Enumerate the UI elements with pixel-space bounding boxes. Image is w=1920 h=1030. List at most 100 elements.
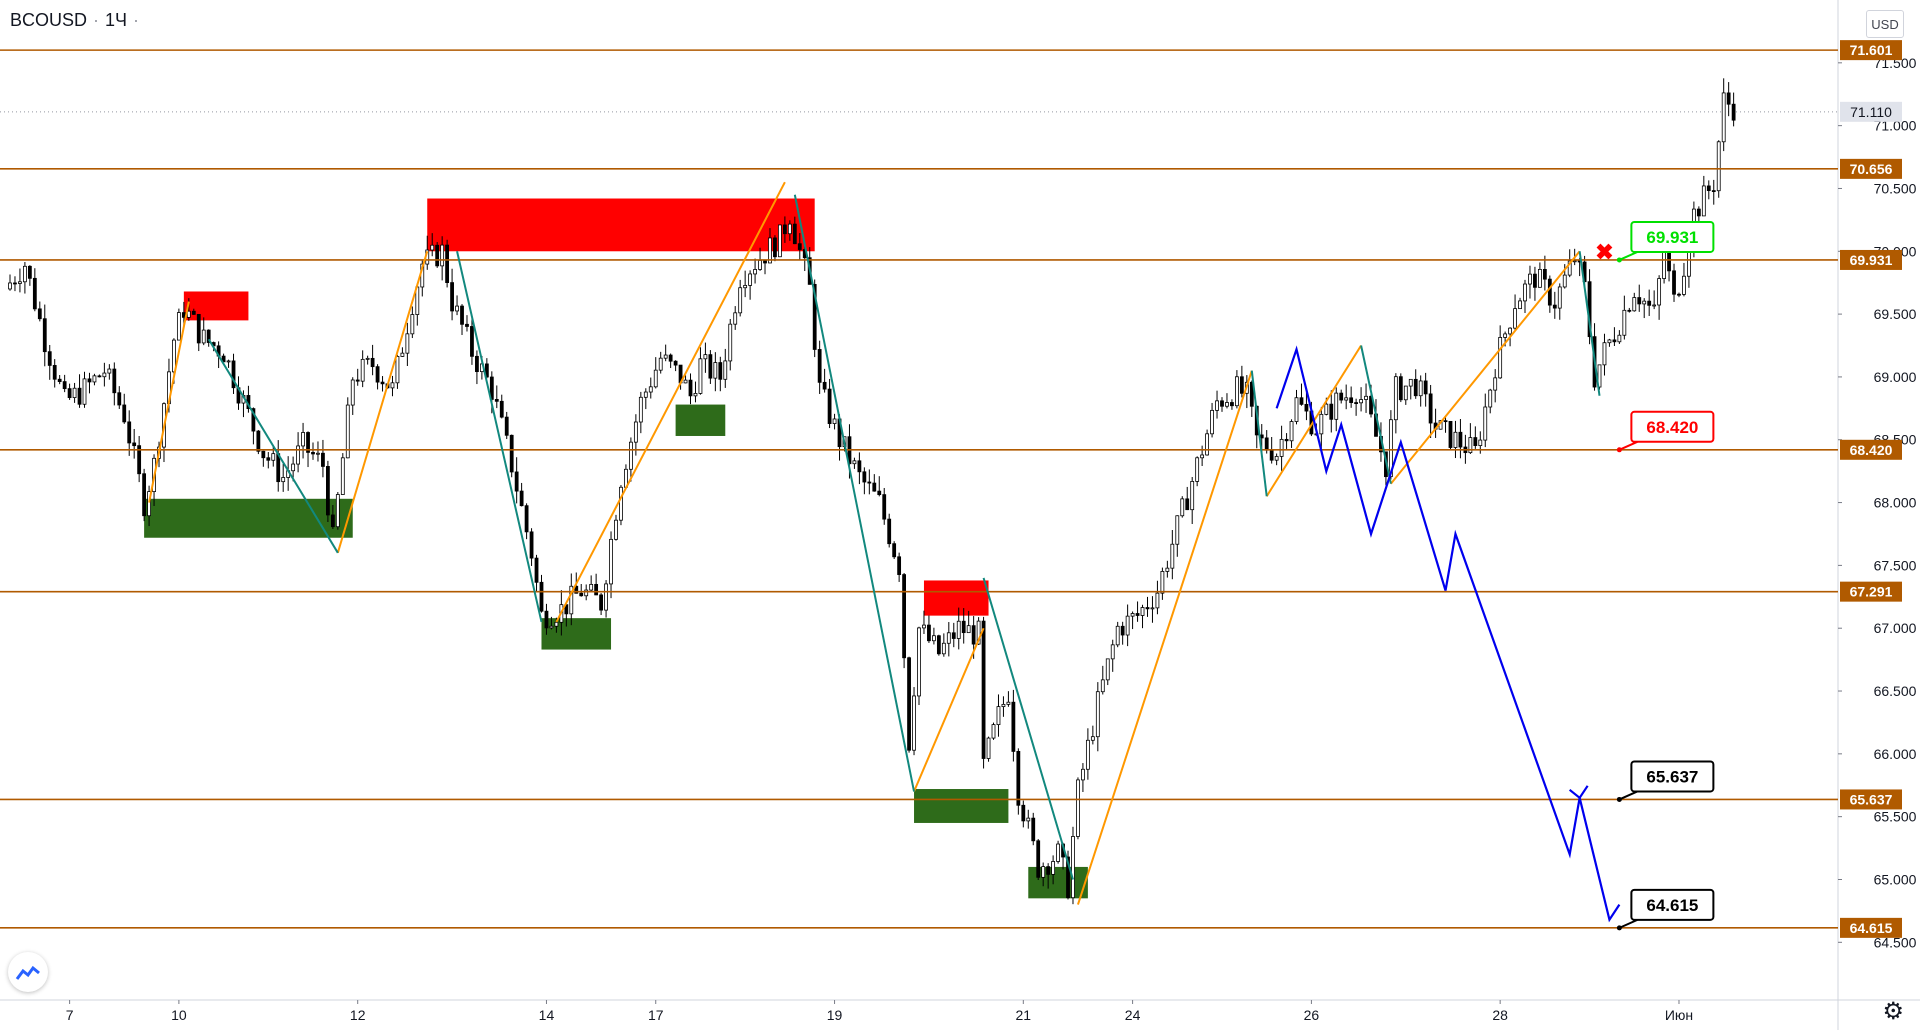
y-tick-label: 65.500 <box>1874 809 1917 825</box>
candle-body <box>1418 380 1423 397</box>
candle-body <box>1110 644 1115 660</box>
candle-body <box>986 737 991 759</box>
candle-body <box>1602 342 1607 366</box>
candle-body <box>57 378 62 382</box>
candle-body <box>1647 300 1652 306</box>
candle-body <box>281 477 286 483</box>
candle-body <box>887 518 892 545</box>
candle-body <box>1344 397 1349 401</box>
candle-body <box>1632 297 1637 312</box>
candle-body <box>1557 286 1562 309</box>
candle-body <box>206 329 211 343</box>
candle-body <box>191 310 196 315</box>
candle-body <box>852 460 857 465</box>
candle-body <box>1388 419 1393 478</box>
candle-body <box>430 244 435 251</box>
last-price-label: 71.110 <box>1850 104 1892 120</box>
candle-body <box>579 592 584 597</box>
candle-body <box>360 358 365 382</box>
candle-body <box>1006 701 1011 705</box>
candles-group <box>8 78 1736 905</box>
dots-icon[interactable]: · <box>133 10 140 30</box>
forecast-path <box>1275 345 1621 923</box>
candle-body <box>97 375 102 378</box>
candle-body <box>554 621 559 627</box>
candle-body <box>1170 543 1175 569</box>
wave-up-line <box>148 301 190 503</box>
x-tick-label: 21 <box>1016 1007 1032 1023</box>
candle-body <box>1453 431 1458 448</box>
candle-body <box>62 381 67 390</box>
tradingview-cloud-icon[interactable] <box>8 952 48 992</box>
wave-down-line <box>1578 251 1601 396</box>
y-tick-label: 69.500 <box>1874 306 1917 322</box>
candle-body <box>584 589 589 597</box>
candle-body <box>375 366 380 383</box>
candle-body <box>450 282 454 312</box>
candle-body <box>1468 437 1473 454</box>
candle-body <box>1210 409 1214 435</box>
candle-body <box>13 282 17 285</box>
candle-body <box>370 357 375 368</box>
candle-body <box>365 357 370 360</box>
candle-body <box>460 305 464 325</box>
candle-body <box>1190 481 1195 511</box>
candle-body <box>922 624 926 629</box>
candle-body <box>47 351 52 366</box>
candle-body <box>966 625 971 634</box>
candle-body <box>782 224 787 235</box>
candle-body <box>231 360 236 389</box>
candle-body <box>797 243 802 250</box>
candle-body <box>956 620 961 639</box>
candle-body <box>435 244 440 267</box>
x-tick-label: 26 <box>1304 1007 1320 1023</box>
candle-body <box>1711 190 1716 192</box>
callout-anchor-dot <box>1616 796 1622 802</box>
candle-body <box>1572 260 1577 263</box>
candle-body <box>176 312 181 341</box>
candle-body <box>127 421 132 444</box>
candle-body <box>1721 92 1726 143</box>
candle-body <box>475 355 479 373</box>
candle-body <box>465 323 469 327</box>
wave-up-line <box>336 250 429 554</box>
x-tick-label: 12 <box>350 1007 366 1023</box>
candle-body <box>1284 438 1289 442</box>
candle-body <box>589 583 594 591</box>
candle-body <box>306 432 310 453</box>
gear-icon[interactable]: ⚙ <box>1882 998 1904 1025</box>
support-zone <box>914 789 1009 823</box>
candle-body <box>395 356 400 384</box>
level-price-label: 64.615 <box>1850 920 1893 936</box>
candle-body <box>291 463 296 472</box>
candle-body <box>1279 438 1284 457</box>
candle-body <box>1230 402 1234 407</box>
candle-body <box>400 352 405 357</box>
candle-body <box>832 418 837 424</box>
currency-badge[interactable]: USD <box>1866 10 1904 38</box>
candle-body <box>1478 439 1483 447</box>
level-price-label: 69.931 <box>1850 252 1893 268</box>
candle-body <box>1324 403 1329 415</box>
symbol-legend[interactable]: BCOUSD · 1Ч · <box>10 10 139 31</box>
candle-body <box>1160 571 1165 594</box>
candle-body <box>489 376 494 400</box>
candle-body <box>1155 592 1160 609</box>
candle-body <box>1716 141 1721 192</box>
resistance-zone <box>427 198 815 252</box>
candle-body <box>1498 337 1503 379</box>
candle-body <box>529 531 534 559</box>
candle-body <box>1274 456 1279 461</box>
candle-body <box>524 505 529 533</box>
candle-body <box>1115 625 1120 646</box>
candle-body <box>743 285 748 289</box>
callout-pointer <box>1618 790 1638 801</box>
candle-body <box>1627 309 1632 312</box>
y-tick-label: 69.000 <box>1874 369 1917 385</box>
candle-body <box>1051 861 1056 875</box>
candle-body <box>440 244 445 267</box>
level-price-label: 65.637 <box>1850 791 1893 807</box>
candle-body <box>763 260 767 264</box>
x-tick-label: 24 <box>1125 1007 1141 1023</box>
